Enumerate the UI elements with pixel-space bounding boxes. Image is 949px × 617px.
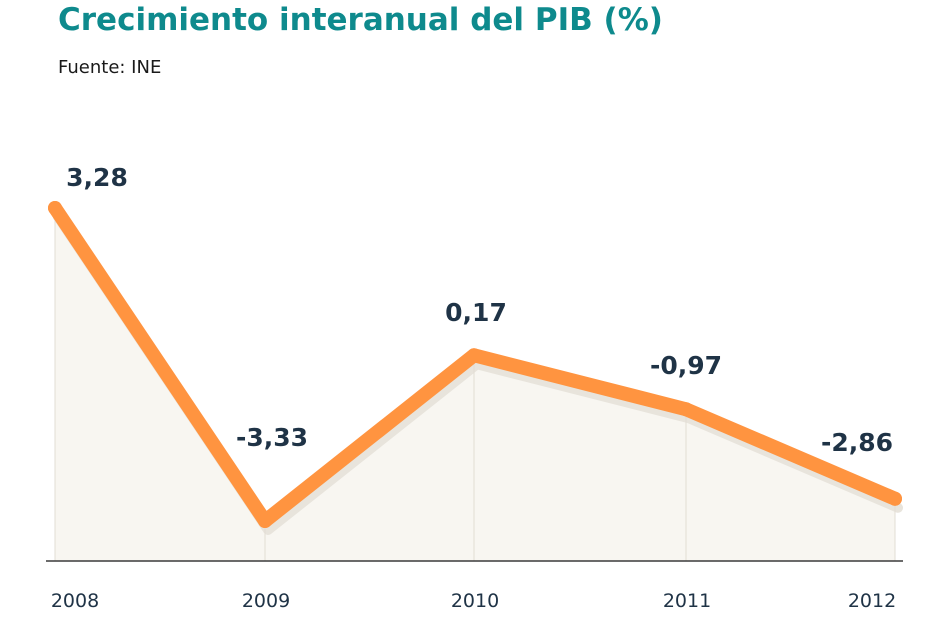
- x-tick-2012: 2012: [848, 590, 896, 612]
- data-point-2011: [679, 402, 693, 417]
- data-labels: 3,28 -3,33 0,17 -0,97 -2,86: [66, 163, 893, 457]
- x-tick-2011: 2011: [663, 590, 711, 612]
- value-label-2010: 0,17: [445, 298, 507, 327]
- data-point-2012: [888, 491, 902, 506]
- x-tick-2009: 2009: [242, 590, 290, 612]
- series-line-layer: [48, 201, 902, 528]
- value-label-2008: 3,28: [66, 163, 128, 192]
- x-tick-2010: 2010: [451, 590, 499, 612]
- area-fill: [55, 208, 895, 561]
- x-axis-ticks: 2008 2009 2010 2011 2012: [51, 590, 896, 612]
- value-label-2009: -3,33: [236, 423, 308, 452]
- value-label-2012: -2,86: [821, 428, 893, 457]
- chart-source: Fuente: INE: [58, 57, 162, 78]
- data-point-2009: [258, 514, 272, 528]
- vertical-gridlines: [54, 208, 896, 561]
- data-point-2010: [467, 348, 481, 363]
- data-point-2008: [48, 201, 62, 215]
- x-tick-2008: 2008: [51, 590, 99, 612]
- value-label-2011: -0,97: [650, 351, 722, 380]
- chart-title: Crecimiento interanual del PIB (%): [58, 2, 663, 38]
